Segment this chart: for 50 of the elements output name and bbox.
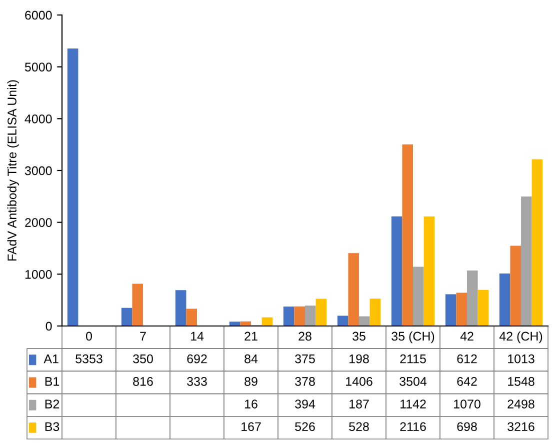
x-tick-label: 21: [244, 332, 258, 341]
data-label: 1013: [508, 354, 534, 364]
data-label: 89: [244, 377, 258, 386]
data-label: 187: [350, 400, 369, 408]
data-label: 198: [350, 354, 369, 364]
x-tick-label: 28: [298, 332, 312, 341]
data-label: 816: [133, 377, 153, 386]
data-label: 612: [457, 354, 477, 364]
data-label: 698: [457, 422, 477, 432]
y-tick-label: 3000: [24, 166, 52, 176]
x-tick-label: 7: [140, 332, 146, 341]
data-label: 1406: [346, 377, 372, 386]
data-label: 3216: [508, 422, 534, 432]
y-tick-label: 0: [46, 322, 52, 331]
y-tick-label: 5000: [24, 62, 52, 72]
legend-label: B2: [45, 400, 60, 408]
y-tick-label: 6000: [25, 10, 52, 20]
data-label: 378: [295, 377, 315, 386]
legend-label: B3: [45, 422, 60, 432]
data-label: 642: [457, 377, 477, 386]
data-label: 528: [349, 422, 369, 432]
y-tick-label: 4000: [24, 114, 52, 124]
legend-label: B1: [45, 377, 60, 386]
data-label: 84: [244, 354, 258, 364]
data-label: 2115: [400, 354, 426, 364]
x-tick-label: 14: [191, 332, 204, 341]
y-tick-label: 1000: [25, 270, 52, 279]
y-axis-title: FAdV Antibody Titre (ELISA Unit): [7, 80, 19, 260]
data-label: 692: [187, 354, 207, 364]
data-label: 1548: [508, 377, 534, 386]
x-tick-label: 35 (CH): [392, 331, 434, 344]
data-label: 16: [245, 400, 258, 408]
x-tick-label: 0: [86, 332, 92, 341]
data-label: 5353: [76, 354, 102, 364]
data-label: 167: [242, 422, 261, 432]
x-tick-label: 42: [460, 332, 474, 341]
x-tick-label: 42 (CH): [499, 331, 542, 344]
legend-label: A1: [44, 354, 58, 364]
data-label: 2116: [400, 422, 426, 432]
x-tick-label: 35: [352, 332, 366, 341]
data-label: 1070: [454, 400, 480, 408]
y-tick-label: 2000: [25, 218, 52, 227]
data-label: 333: [187, 377, 207, 386]
data-label: 375: [295, 354, 315, 364]
data-label: 526: [295, 422, 315, 432]
data-label: 394: [295, 400, 316, 408]
data-label: 350: [133, 354, 153, 364]
data-label: 3504: [400, 377, 427, 386]
data-label: 2498: [508, 400, 534, 408]
data-label: 1142: [400, 400, 426, 408]
